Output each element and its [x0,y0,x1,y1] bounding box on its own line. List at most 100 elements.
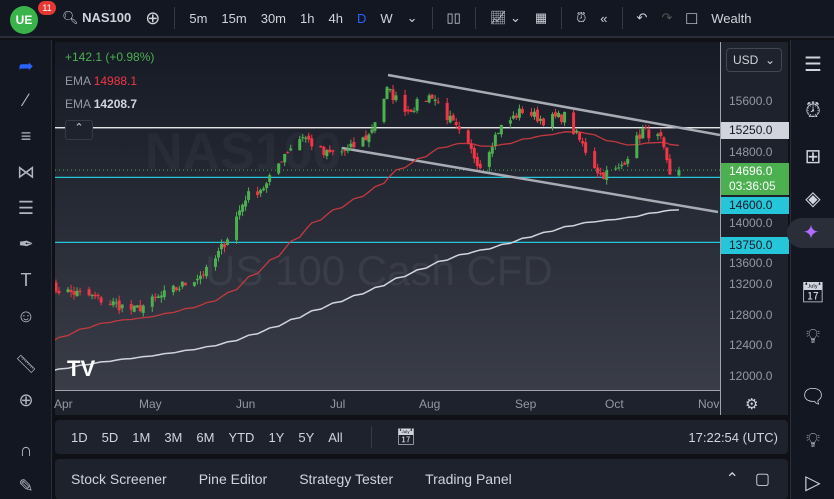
layers-icon[interactable]: ◈ [805,188,821,210]
range-6M[interactable]: 6M [196,429,215,445]
text-icon[interactable]: T [20,270,32,290]
candle [262,188,266,191]
range-1D[interactable]: 1D [71,429,88,445]
panel-tab[interactable]: Pine Editor [198,471,268,487]
ai-sparkle-icon[interactable]: ✦ [787,218,834,248]
candle [156,296,160,298]
candle [557,112,561,118]
candle [96,295,100,297]
collapse-legend-button[interactable]: ⌃ [65,120,93,140]
settings-icon[interactable]: ⚙ [745,396,759,413]
candle [241,204,245,212]
cursor-icon[interactable]: ➦ [18,56,34,76]
indicators-icon[interactable]: 📈︎ ⌄ [489,10,521,25]
range-1M[interactable]: 1M [132,429,151,445]
timeframe-4h[interactable]: 4h [328,10,343,26]
candle [409,109,413,112]
timeframe-W[interactable]: W [380,10,393,26]
candle [283,153,287,163]
zoom-in-icon[interactable]: ⊕ [18,390,34,410]
undo-icon[interactable]: ↶ [636,10,648,25]
expand-panel-icon[interactable]: ⌃ [725,471,739,488]
panel-tab[interactable]: Stock Screener [71,471,167,487]
brush-icon[interactable]: ✒ [18,234,34,254]
redo-icon[interactable]: ↷ [661,10,673,25]
add-list-icon[interactable]: ⊞ [804,146,822,168]
hint-bulb-icon[interactable]: 💡︎ [806,430,820,452]
candle [66,289,70,293]
alert-icon[interactable]: ⏰︎ [576,10,587,25]
pattern-icon[interactable]: ⋈ [17,162,35,182]
fullscreen-box-icon[interactable]: □ [686,7,698,28]
time-label: Oct [605,397,624,411]
goto-date-icon[interactable]: 📅︎ [395,429,417,446]
logo[interactable]: UE [10,6,38,34]
candle [201,274,205,276]
candle [90,294,94,296]
candle [511,115,515,119]
magnet-icon[interactable]: ∩ [19,440,33,460]
currency-select[interactable]: USD ⌄ [726,48,782,72]
timeframe-5m[interactable]: 5m [189,10,208,26]
candle [352,141,356,148]
fib-icon[interactable]: ☰ [17,198,35,218]
calendar-icon[interactable]: 📅︎ [800,282,826,304]
ema2-value: 14208.7 [93,97,138,111]
time-axis[interactable]: Apr May Jun Jul Aug Sep Oct Nov ⚙ [54,390,758,415]
panel-tab[interactable]: Strategy Tester [299,471,394,487]
time-label: May [139,397,162,411]
chat-icon[interactable]: 🗨︎ [800,386,826,408]
candle [216,250,220,258]
timeframe-15m[interactable]: 15m [221,10,247,26]
candle [638,134,642,139]
panel-tab[interactable]: Trading Panel [425,471,512,487]
clock-readout[interactable]: 17:22:54 (UTC) [688,429,778,445]
range-5D[interactable]: 5D [101,429,119,445]
candle [195,278,199,281]
emoji-icon[interactable]: ☺ [16,306,36,326]
ruler-icon[interactable]: 📏︎ [14,354,38,374]
lock-drawings-icon[interactable]: ✎ [18,476,34,496]
price-axis[interactable]: USD ⌄ 15600.0 14800.0 14000.0 13600.0 13200.0… [720,42,789,415]
range-5Y[interactable]: 5Y [298,429,315,445]
candle [111,301,115,306]
candle [180,281,184,287]
range-bar: 1D 5D 1M 3M 6M YTD 1Y 5Y All 📅︎ 17:22:54 (UTC) [55,420,788,454]
time-label: Nov [698,397,720,411]
maximize-icon[interactable]: ▢ [754,471,770,488]
bottom-panel: Stock Screener Pine Editor Strategy Tester… [55,459,788,499]
price-chart[interactable]: NAS100 US 100 Cash CFD +142.1 (+0.98%) E… [55,42,720,390]
candle [403,94,407,112]
range-3M[interactable]: 3M [164,429,183,445]
channel-upper-trendline[interactable] [387,73,720,137]
candle [153,296,157,298]
watchlist-icon[interactable]: ☰ [804,54,822,76]
candle [499,124,503,135]
candle [328,149,332,153]
price-tick: 12800.0 [729,307,773,322]
compare-plus-icon[interactable]: ⊕ [145,7,161,28]
trendline-icon[interactable]: ∕ [24,90,28,110]
layouts-icon[interactable]: ▦ [534,10,548,25]
range-1Y[interactable]: 1Y [268,429,285,445]
price-tick: 14000.0 [729,216,773,231]
timeframe-1h[interactable]: 1h [300,10,315,26]
timeframe-D[interactable]: D [356,10,367,26]
candle [394,95,398,101]
candles-icon[interactable]: ▯▯ [446,10,461,25]
ideas-bulb-icon[interactable]: 💡︎ [806,326,820,348]
price-tick: 13600.0 [729,256,773,270]
candle [620,164,624,167]
symbol-search[interactable]: 🔍︎ NAS100 [62,10,132,25]
chevron-down-icon[interactable]: ⌄ [406,10,418,25]
alarm-clock-icon[interactable]: ⏰︎ [805,100,821,122]
account-label[interactable]: Wealth [711,10,752,26]
replay-icon[interactable]: « [600,10,608,26]
timeframe-30m[interactable]: 30m [260,10,287,26]
channel-lower-trendline[interactable] [341,146,719,214]
range-All[interactable]: All [328,429,343,445]
play-broadcast-icon[interactable]: ▷ [805,472,821,494]
ema1-label: EMA [65,74,91,88]
horizontal-lines-icon[interactable]: ≡ [20,126,32,146]
range-YTD[interactable]: YTD [228,429,255,445]
